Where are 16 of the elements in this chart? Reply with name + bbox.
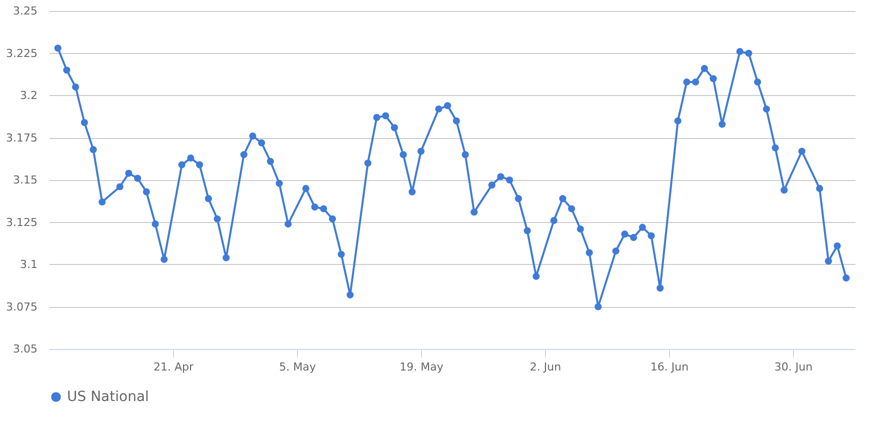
y-tick-label: 3.25 bbox=[13, 4, 38, 18]
x-tick-label: 5. May bbox=[279, 360, 316, 374]
legend-label: US National bbox=[67, 389, 149, 405]
y-tick-label: 3.225 bbox=[6, 46, 38, 60]
y-tick-label: 3.2 bbox=[20, 89, 38, 102]
x-tick-label: 30. Jun bbox=[774, 360, 813, 374]
x-tick-label: 21. Apr bbox=[153, 360, 194, 374]
y-tick-label: 3.075 bbox=[6, 300, 38, 314]
y-tick-label: 3.1 bbox=[20, 258, 38, 271]
x-tick-label: 2. Jun bbox=[530, 360, 562, 374]
y-tick-label: 3.125 bbox=[6, 216, 38, 229]
y-tick-label: 3.175 bbox=[6, 131, 38, 144]
y-tick-label: 3.15 bbox=[13, 174, 38, 186]
x-tick-label: 16. Jun bbox=[650, 360, 689, 374]
y-tick-label: 3.05 bbox=[13, 342, 38, 356]
x-tick-label: 19. May bbox=[400, 360, 444, 374]
